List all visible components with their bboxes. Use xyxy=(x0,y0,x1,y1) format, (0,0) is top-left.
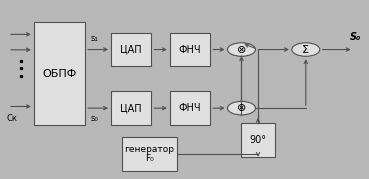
Text: ЦАП: ЦАП xyxy=(120,45,142,55)
Text: ОБПФ: ОБПФ xyxy=(42,69,77,79)
Text: S₀: S₀ xyxy=(350,32,361,42)
Text: генератор: генератор xyxy=(125,145,175,154)
Text: ЦАП: ЦАП xyxy=(120,103,142,113)
Text: F₀: F₀ xyxy=(145,154,154,163)
Bar xyxy=(111,33,151,66)
Bar xyxy=(122,137,177,171)
Text: ⊗: ⊗ xyxy=(237,103,246,113)
Text: s₀: s₀ xyxy=(90,114,98,123)
Text: ФНЧ: ФНЧ xyxy=(179,103,201,113)
Bar xyxy=(170,33,210,66)
Text: ФНЧ: ФНЧ xyxy=(179,45,201,55)
Text: ⊗: ⊗ xyxy=(237,45,246,55)
Bar xyxy=(170,91,210,125)
Text: s₁: s₁ xyxy=(90,34,98,43)
Text: Cк: Cк xyxy=(6,114,17,123)
Circle shape xyxy=(228,101,255,115)
Bar xyxy=(111,91,151,125)
Circle shape xyxy=(292,43,320,56)
Bar xyxy=(241,123,275,157)
Text: Σ: Σ xyxy=(302,45,309,55)
Text: 90°: 90° xyxy=(249,135,266,145)
Bar xyxy=(34,22,85,125)
Circle shape xyxy=(228,43,255,56)
